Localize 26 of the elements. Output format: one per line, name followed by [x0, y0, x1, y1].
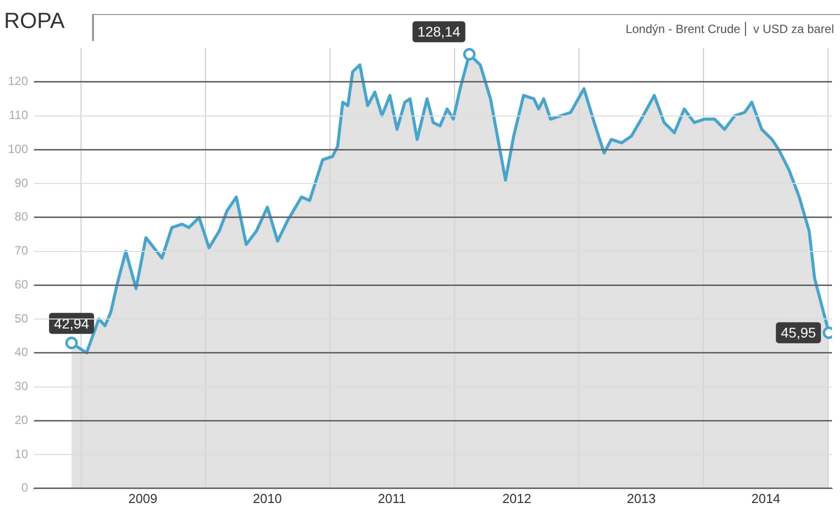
y-tick-label: 50	[14, 311, 28, 326]
y-tick-label: 0	[21, 480, 28, 495]
point	[463, 48, 476, 61]
y-tick-label: 30	[14, 379, 28, 394]
y-tick-label: 100	[8, 142, 28, 156]
x-tick-label: 2009	[128, 490, 158, 506]
x-tick-label: 2014	[751, 490, 780, 506]
y-tick-label: 90	[14, 176, 28, 190]
y-tick-label: 70	[14, 244, 28, 258]
x-tick-label: 2013	[626, 490, 656, 506]
y-tick-label: 40	[14, 345, 28, 360]
data-label: 45,95	[780, 324, 816, 341]
chart-subtitle: Londýn - Brent Crude	[626, 22, 740, 36]
y-tick-label: 60	[14, 277, 28, 292]
x-tick-label: 2011	[378, 490, 406, 506]
y-tick-label: 80	[14, 210, 28, 224]
y-tick-label: 10	[14, 446, 28, 461]
x-tick-label: 2012	[502, 490, 532, 506]
y-tick-label: 110	[8, 108, 28, 122]
x-tick-label: 2010	[252, 490, 282, 506]
y-tick-label: 120	[8, 74, 28, 88]
data-label: 128,14	[418, 24, 461, 40]
point	[65, 336, 78, 350]
y-tick-label: 20	[14, 412, 28, 427]
y-axis-title: v USD za barel	[745, 22, 834, 36]
chart-title: ROPA	[4, 8, 65, 34]
